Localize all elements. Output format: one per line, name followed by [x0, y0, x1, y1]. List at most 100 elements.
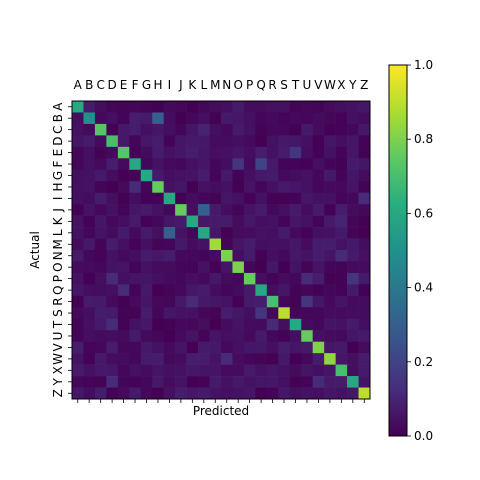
heatmap-cell-I-M	[209, 192, 222, 205]
heatmap-cell-E-X	[335, 146, 348, 159]
heatmap-cell-Y-T	[289, 376, 302, 388]
heatmap-cell-M-W	[324, 238, 336, 251]
heatmap-cell-M-P	[243, 238, 256, 251]
heatmap-cell-S-A	[72, 307, 84, 320]
heatmap-cell-W-I	[163, 353, 176, 365]
heatmap-cell-E-T	[289, 146, 302, 159]
heatmap-cell-H-Z	[358, 181, 371, 193]
heatmap-cell-O-L	[198, 261, 210, 274]
heatmap-cell-N-W	[324, 250, 336, 262]
heatmap-cell-B-Z	[358, 112, 371, 125]
heatmap-cell-M-Q	[255, 238, 268, 251]
heatmap-cell-B-D	[106, 112, 119, 125]
heatmap-cell-U-Y	[347, 330, 359, 342]
heatmap-cell-L-N	[221, 227, 233, 239]
heatmap-cell-Y-K	[186, 376, 199, 388]
heatmap-cell-S-I	[163, 307, 176, 320]
x-tick-label-N: N	[222, 78, 231, 92]
heatmap-cell-W-J	[175, 353, 187, 365]
heatmap-cell-I-S	[278, 192, 291, 205]
heatmap-cell-A-U	[301, 101, 313, 113]
heatmap-cell-H-U	[301, 181, 313, 193]
heatmap-cell-Q-J	[175, 284, 187, 297]
heatmap-cell-G-A	[72, 169, 84, 182]
heatmap-cell-A-K	[186, 101, 199, 113]
heatmap-cell-J-E	[117, 204, 130, 216]
heatmap-cell-T-H	[152, 318, 164, 331]
heatmap-cell-R-J	[175, 295, 187, 308]
heatmap-cell-A-B	[83, 101, 96, 113]
heatmap-cell-W-T	[289, 353, 302, 365]
x-tick-label-V: V	[314, 78, 323, 92]
heatmap-cell-U-S	[278, 330, 291, 342]
heatmap-cell-H-A	[72, 181, 84, 193]
heatmap-cell-D-E	[117, 135, 130, 148]
heatmap-cell-Y-Y	[347, 376, 359, 388]
heatmap-cell-Z-Y	[347, 387, 359, 400]
heatmap-cell-N-Y	[347, 250, 359, 262]
heatmap-cell-U-R	[266, 330, 279, 342]
heatmap-cell-U-M	[209, 330, 222, 342]
heatmap-cell-W-W	[324, 353, 336, 365]
heatmap-cell-D-A	[72, 135, 84, 148]
heatmap-cell-V-D	[106, 341, 119, 354]
heatmap-cell-P-X	[335, 272, 348, 285]
heatmap-cell-L-I	[163, 227, 176, 239]
heatmap-cell-A-O	[232, 101, 245, 113]
heatmap-cell-L-D	[106, 227, 119, 239]
heatmap-cell-A-W	[324, 101, 336, 113]
heatmap-cell-E-L	[198, 146, 210, 159]
heatmap-cell-L-O	[232, 227, 245, 239]
heatmap-cell-A-M	[209, 101, 222, 113]
heatmap-cell-P-I	[163, 272, 176, 285]
heatmap-cell-H-F	[129, 181, 142, 193]
heatmap-cell-I-W	[324, 192, 336, 205]
heatmap-cell-U-U	[301, 330, 313, 342]
heatmap-cell-L-W	[324, 227, 336, 239]
heatmap-cell-U-K	[186, 330, 199, 342]
heatmap-cell-D-P	[243, 135, 256, 148]
heatmap-cell-B-A	[72, 112, 84, 125]
heatmap-cell-K-Q	[255, 215, 268, 228]
heatmap-cell-W-P	[243, 353, 256, 365]
heatmap-cell-V-A	[72, 341, 84, 354]
heatmap-cell-U-G	[140, 330, 153, 342]
heatmap-cell-S-P	[243, 307, 256, 320]
heatmap-cell-P-G	[140, 272, 153, 285]
heatmap-cell-A-P	[243, 101, 256, 113]
y-tick-label-U: U	[51, 332, 65, 341]
heatmap-cell-T-E	[117, 318, 130, 331]
heatmap-cell-T-X	[335, 318, 348, 331]
y-tick-label-B: B	[51, 114, 65, 122]
y-tick-label-A: A	[51, 102, 65, 111]
heatmap-cell-G-V	[312, 169, 325, 182]
heatmap-cell-R-U	[301, 295, 313, 308]
heatmap-cell-S-X	[335, 307, 348, 320]
heatmap-cell-S-O	[232, 307, 245, 320]
heatmap-cell-Z-A	[72, 387, 84, 400]
heatmap-cell-F-Z	[358, 158, 371, 171]
heatmap-cell-U-V	[312, 330, 325, 342]
heatmap-cell-X-I	[163, 364, 176, 377]
heatmap-cell-V-K	[186, 341, 199, 354]
heatmap-cell-V-O	[232, 341, 245, 354]
y-tick-label-V: V	[51, 343, 65, 352]
colorbar-tick-label-0.8: 0.8	[414, 132, 433, 146]
heatmap-cell-G-S	[278, 169, 291, 182]
heatmap-cell-N-S	[278, 250, 291, 262]
heatmap-cell-F-R	[266, 158, 279, 171]
heatmap-cell-S-Y	[347, 307, 359, 320]
heatmap-cell-C-P	[243, 123, 256, 136]
heatmap-cell-E-D	[106, 146, 119, 159]
heatmap-cell-Z-I	[163, 387, 176, 400]
heatmap-cell-N-U	[301, 250, 313, 262]
heatmap-cell-S-T	[289, 307, 302, 320]
heatmap-cell-M-N	[221, 238, 233, 251]
heatmap-cell-C-L	[198, 123, 210, 136]
heatmap-cell-R-Q	[255, 295, 268, 308]
heatmap-cell-C-Y	[347, 123, 359, 136]
heatmap-cell-Z-M	[209, 387, 222, 400]
heatmap-cell-E-K	[186, 146, 199, 159]
heatmap-cell-A-C	[94, 101, 107, 113]
heatmap-cell-F-U	[301, 158, 313, 171]
